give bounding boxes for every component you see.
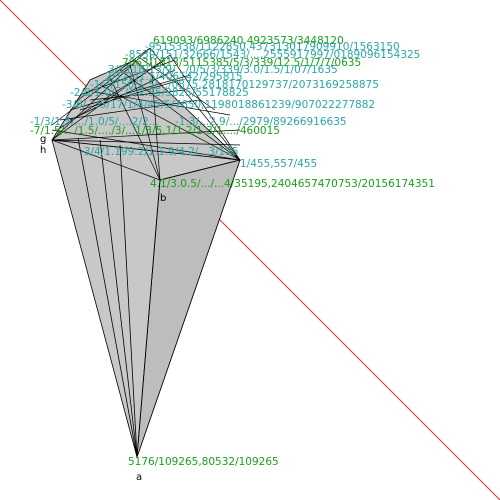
coord-label: -1/7/150/1.5/.../0875,2818170129737/2073… (90, 79, 379, 91)
edge (119, 144, 138, 458)
point-label-b: b (160, 193, 166, 204)
coord-label: -9515338/1122850,437313017909910/1563150 (145, 41, 400, 53)
coord-label: -7/1.5/.../1.5/..../3/...1/3/5.1/1.2/1.3… (30, 125, 280, 137)
coord-label: 5176/109265,80532/109265 (128, 456, 279, 468)
coord-label: -8539/151/32666/1543/...,2555917997/0189… (125, 49, 420, 61)
point-label-h: h (40, 145, 46, 156)
point-label-a: a (136, 472, 142, 483)
coord-label: 7063/1613/5115385/5/3/339/12.5/1/7/7/063… (122, 57, 361, 69)
coord-label: 619093/6986240,4923573/3448120 (153, 35, 344, 47)
edge (136, 179, 161, 458)
coord-label: 4.1/3.0.5/.../...4/35195,2404657470753/2… (150, 178, 435, 190)
coord-label: -3/4/1.199.2/1.1.9/4.2/...3/125 (80, 146, 239, 158)
edge (77, 137, 138, 458)
coord-label: 2/125/1.5/406142/295815 (105, 71, 243, 83)
coord-label: -1/3/1.5/.../1.0/5/....2/2... (30, 116, 159, 128)
coord-label: -3/6/.../5/17/1/4/45/5/7650,119801886123… (62, 99, 375, 111)
edge (99, 139, 138, 458)
mesh-edges (51, 47, 241, 181)
coord-label: -1.3/...2.9/.../2979/89266916635 (175, 116, 347, 128)
point-label-g: g (40, 134, 46, 145)
coord-label: -2/8/1.0/.../1/2.55/3825/55178825 (70, 87, 249, 99)
coord-label: 3/1118/13/9/.../0/5/3/339/3.0/1.5/1/07/1… (108, 64, 338, 76)
coord-label: 1/455,557/455 (240, 158, 317, 170)
